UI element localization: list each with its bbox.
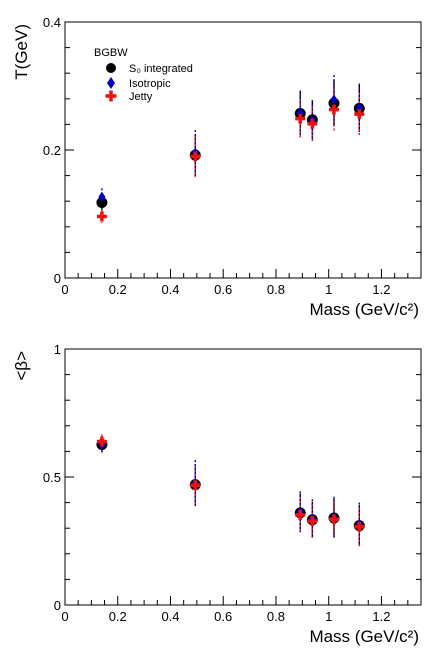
data-point-cross [190,151,201,162]
x-axis-title: Mass (GeV/c²) [309,627,419,646]
legend-label-jetty: Jetty [129,91,153,103]
y-tick-label: 0 [54,598,61,613]
y-axis-title: <β> [12,351,31,381]
legend-marker-diamond [107,77,115,89]
data-point-cross [328,514,339,525]
x-tick-label: 0.6 [214,282,232,297]
x-axis-title: Mass (GeV/c²) [309,300,419,319]
data-point-cross [354,109,365,120]
legend-marker-cross [105,90,117,102]
legend-marker-circle [106,63,116,73]
plot-frame [64,21,422,279]
data-point-circle [96,196,108,208]
x-tick-label: 0.6 [214,609,232,624]
x-tick-label: 0.2 [109,282,127,297]
y-tick-label: 0 [54,271,61,286]
x-tick-label: 1 [325,609,332,624]
y-tick-label: 0.4 [43,15,61,30]
x-tick-label: 0.4 [161,282,179,297]
y-axis-title: T(GeV) [12,24,31,80]
x-tick-label: 0.8 [267,282,285,297]
data-point-cross [190,480,201,491]
x-tick-label: 0.2 [109,609,127,624]
data-point-cross [295,509,306,520]
beta-panel: 0 0.2 0.4 0.6 0.8 1 1.2 0 0.5 1 Mass (GeV/c²) <β> [12,342,422,646]
x-tick-label: 0 [61,609,68,624]
x-tick-label: 1.2 [372,282,390,297]
data-point-cross [295,113,306,124]
x-tick-label: 0 [61,282,68,297]
legend-label-s0: S₀ integrated [129,63,193,75]
data-point-cross [354,521,365,532]
data-point-cross [328,104,339,115]
x-tick-label: 1.2 [372,609,390,624]
data-point-cross [307,516,318,527]
legend-title: BGBW [94,47,128,59]
data-point-cross [307,118,318,129]
temperature-panel: BGBW S₀ integrated Isotropic Jetty 0 0.2 0… [12,15,422,319]
plot-frame [64,348,422,606]
x-tick-label: 1 [325,282,332,297]
x-tick-label: 0.8 [267,609,285,624]
x-tick-label: 0.4 [161,609,179,624]
data-point-diamond [330,94,338,105]
data-point-diamond [98,191,106,202]
legend-label-isotropic: Isotropic [129,78,171,90]
data-point-cross [96,211,107,222]
y-tick-label: 0.5 [43,470,61,485]
legend: BGBW S₀ integrated Isotropic Jetty [94,47,193,103]
y-tick-label: 1 [54,342,61,357]
y-tick-label: 0.2 [43,143,61,158]
data-point-cross [96,436,107,447]
